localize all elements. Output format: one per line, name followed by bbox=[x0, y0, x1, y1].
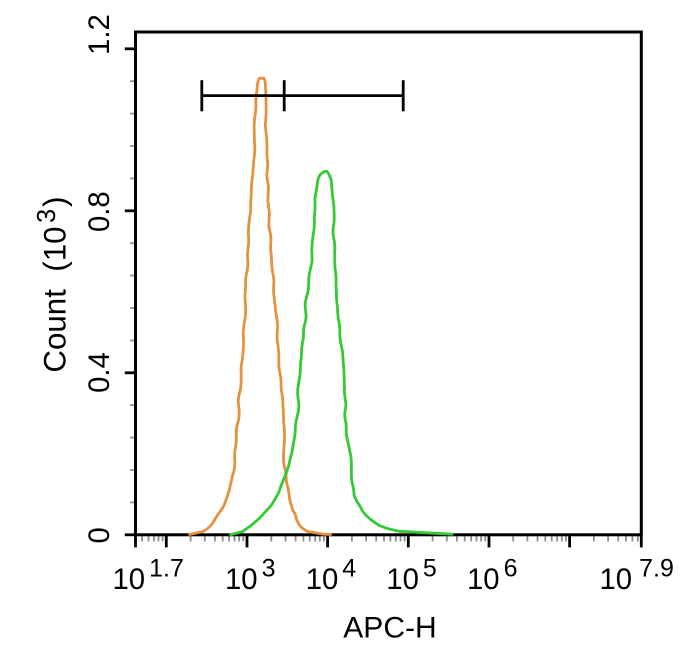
svg-text:0.4: 0.4 bbox=[83, 352, 116, 393]
svg-text:0: 0 bbox=[83, 527, 116, 543]
svg-text:0.8: 0.8 bbox=[83, 191, 116, 232]
svg-text:1.2: 1.2 bbox=[83, 14, 116, 55]
svg-text:APC-H: APC-H bbox=[343, 611, 436, 644]
